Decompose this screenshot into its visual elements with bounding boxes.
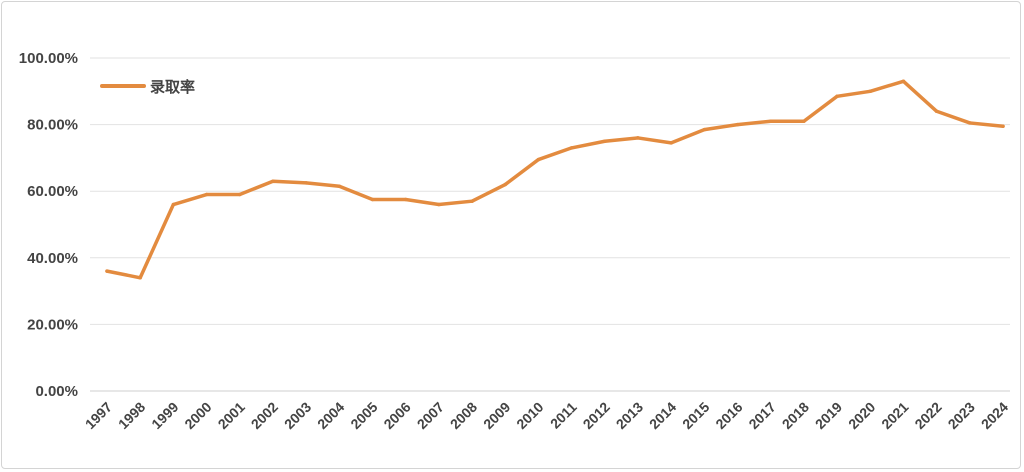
x-tick-label: 2009 [480,399,513,432]
x-tick-label: 2024 [978,399,1011,432]
data-point [503,182,507,187]
y-axis: 0.00% 20.00% 40.00% 60.00% 80.00% 100.00% [19,50,78,400]
x-tick-label: 2022 [911,399,944,432]
legend-label: 录取率 [150,78,195,96]
x-tick-label: 2008 [447,399,480,432]
x-tick-label: 1998 [115,399,148,432]
data-point [337,184,342,188]
x-tick-label: 2005 [347,399,380,432]
data-point [802,119,806,124]
x-tick-label: 2007 [414,399,447,432]
x-tick-label: 1997 [82,399,115,432]
y-tick-label: 20.00% [27,316,78,333]
x-tick-label: 2010 [513,399,546,432]
data-point [536,157,541,162]
data-point [403,197,408,202]
data-point [901,79,906,84]
y-tick-label: 0.00% [35,383,78,400]
x-axis: 1997 1998 1999 2000 2001 2002 2003 2004 2005 2006… [82,399,1011,432]
x-tick-label: 1999 [148,399,181,432]
data-point [237,192,242,197]
y-tick-label: 60.00% [27,183,78,200]
data-point [304,181,308,185]
x-tick-label: 2021 [878,399,911,432]
data-point [868,89,873,94]
x-tick-label: 2019 [812,399,845,432]
data-point [171,202,176,207]
x-tick-label: 2023 [945,399,978,432]
data-point [569,146,574,150]
x-tick-label: 2002 [248,399,281,432]
series-layer [105,79,1005,280]
x-tick-label: 2016 [712,399,745,432]
data-point [470,199,474,203]
y-tick-label: 40.00% [27,250,78,267]
data-point [636,136,640,140]
data-point [735,122,740,127]
legend: 录取率 [100,78,195,96]
data-point [702,127,707,132]
data-point [835,94,839,99]
y-tick-label: 100.00% [19,50,78,67]
x-tick-label: 2015 [679,399,712,432]
x-tick-label: 2004 [314,399,347,432]
data-point [138,276,142,280]
data-point [370,197,375,202]
x-tick-label: 2014 [646,399,679,432]
y-tick-label: 80.00% [27,117,78,134]
data-point [204,192,209,197]
x-tick-label: 2013 [613,399,646,432]
x-tick-label: 2011 [547,399,580,432]
x-tick-label: 2003 [281,399,314,432]
data-point [1001,124,1005,129]
x-tick-label: 2012 [580,399,613,432]
data-point [768,119,773,124]
x-tick-label: 2020 [845,399,878,432]
x-tick-label: 2001 [215,399,248,432]
data-point [105,269,109,273]
data-point [934,109,939,114]
x-tick-label: 2017 [745,399,778,432]
data-point [437,202,441,207]
data-point [669,141,673,145]
data-point [968,121,972,125]
gridlines [90,57,1010,392]
series-line [105,79,1005,280]
x-tick-label: 2006 [380,399,413,432]
data-point [271,179,275,183]
data-point [603,139,607,143]
x-tick-label: 2018 [779,399,812,432]
x-tick-label: 2000 [181,399,214,432]
